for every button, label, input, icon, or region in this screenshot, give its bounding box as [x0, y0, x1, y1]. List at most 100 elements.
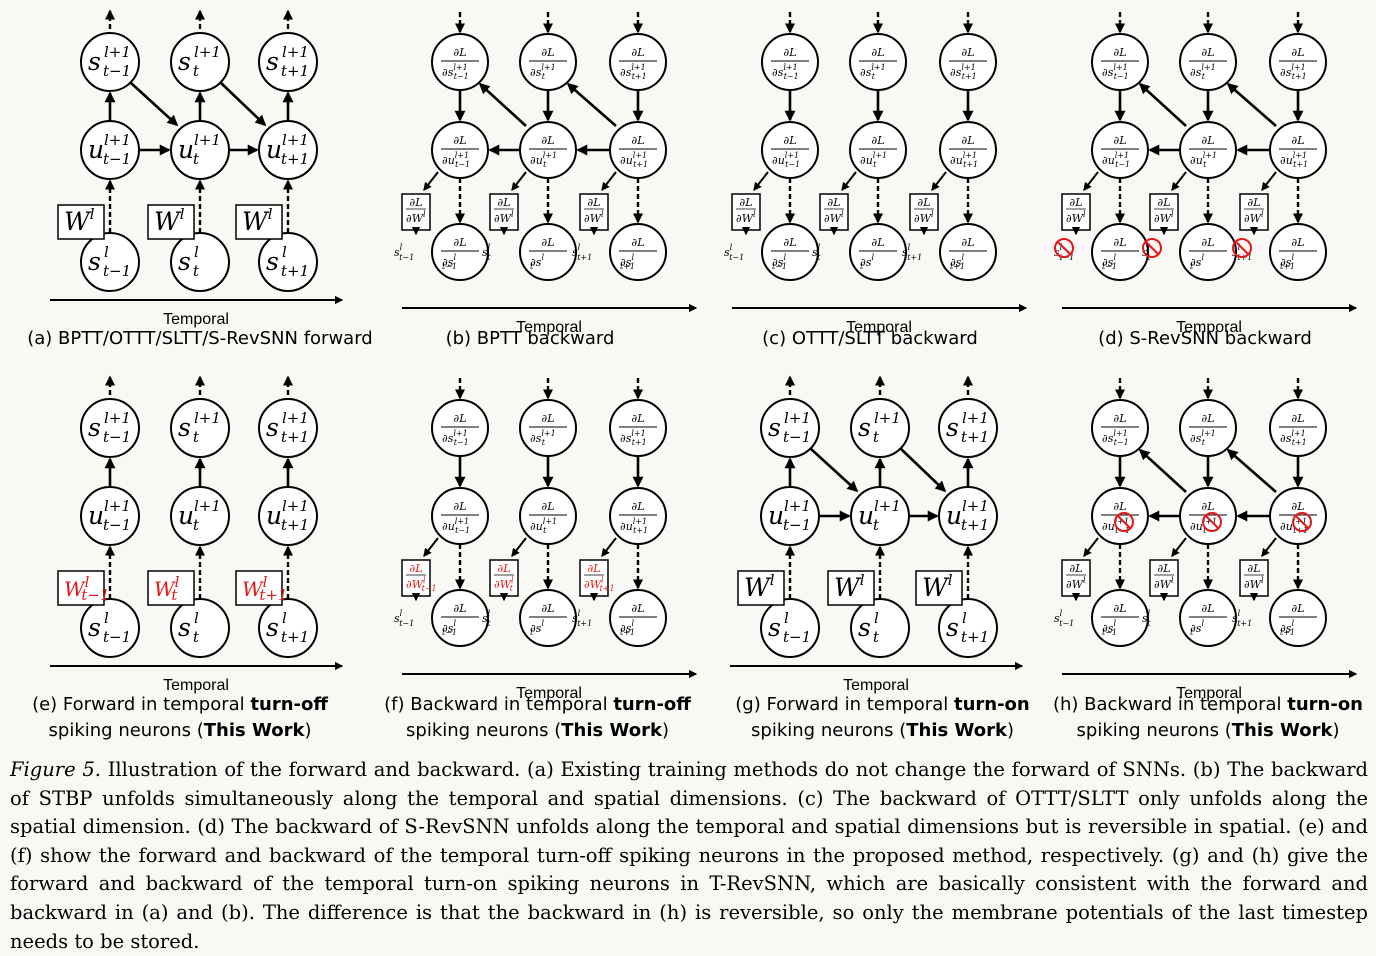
grad-w-box-1-den: ∂Wl — [1154, 210, 1174, 225]
grad-s-l1-0-den: ∂sl+1 t−1 — [772, 63, 799, 81]
grad-s-l-2 — [1269, 589, 1327, 647]
grad-s-l-2-num: ∂L — [1292, 602, 1305, 615]
grad-w-box-2 — [1239, 559, 1269, 597]
node-u-l1-1-label: ul+1 t — [178, 131, 221, 168]
grad-s-l1-0 — [761, 33, 819, 91]
node-u-l1-2-label: ul+1 t+1 — [266, 131, 309, 168]
grad-w-box-1 — [819, 193, 849, 231]
to-gradw-arrow — [1083, 171, 1099, 191]
grad-u-l1-1 — [519, 121, 577, 179]
node-u-l1-2-label: ul+1 t+1 — [266, 497, 309, 534]
grad-s-l-1 — [519, 223, 577, 281]
grad-s-l-1-num: ∂L — [542, 602, 555, 615]
grad-s-l1-2-num: ∂L — [632, 46, 645, 59]
grad-s-l-0-den: ∂sl t−1 — [442, 253, 457, 271]
no-store-u-0 — [1114, 512, 1134, 532]
no-store-input-0-slash — [1057, 241, 1071, 255]
w-box-2 — [915, 570, 963, 606]
grad-s-l1-2-den: ∂sl+1 t+1 — [620, 429, 647, 447]
diag-grad-arrow — [1226, 82, 1277, 127]
grad-w-box-2-den: ∂Wl — [1244, 210, 1264, 225]
figure-number: Figure 5. — [10, 758, 101, 781]
grad-s-l-2-num: ∂L — [962, 236, 975, 249]
node-s-l-0-label: s l t−1 — [88, 609, 131, 646]
grad-s-l-2 — [939, 223, 997, 281]
grad-w-box-0-num: ∂L — [410, 562, 423, 575]
grad-u-l1-2 — [1269, 487, 1327, 545]
diag-arrow — [220, 82, 267, 127]
grad-s-l1-0-num: ∂L — [1114, 412, 1127, 425]
diag-arrow — [810, 448, 859, 493]
no-store-input-0 — [1054, 238, 1074, 258]
node-s-l1-2-label: s l+1 t+1 — [266, 43, 309, 80]
grad-u-l1-0-num: ∂L — [454, 500, 467, 513]
no-store-input-2-slash — [1235, 241, 1249, 255]
grad-u-l1-0 — [431, 121, 489, 179]
no-store-u-1-slash — [1205, 515, 1219, 529]
to-gradw-arrow — [601, 171, 617, 191]
input-s-1: sl t — [482, 243, 491, 262]
grad-s-l1-1 — [1179, 399, 1237, 457]
w-box-0 — [57, 570, 105, 606]
input-s-1: sl t — [1142, 609, 1151, 628]
grad-u-l1-2-den: ∂ul+1 t+1 — [950, 151, 978, 169]
no-store-input-1 — [1142, 238, 1162, 258]
grad-s-l1-2-den: ∂sl+1 t+1 — [950, 63, 977, 81]
input-s-0: sl t−1 — [1054, 609, 1074, 628]
diag-grad-arrow — [1226, 448, 1277, 493]
grad-u-l1-2-num: ∂L — [962, 134, 975, 147]
grad-s-l-2-num: ∂L — [1292, 236, 1305, 249]
node-s-l-0-label: s l t−1 — [768, 609, 811, 646]
figure-diagram: s l+1 t−1 ul+1 t−1 s l t−1 Wl s l+1 t ul+1 t s l t Wl s l+1… — [50, 9, 1358, 702]
grad-w-box-2-den: ∂Wl — [584, 210, 604, 225]
node-u-l1-0-label: ul+1 t−1 — [88, 131, 131, 168]
input-s-1: sl t — [812, 243, 821, 262]
grad-u-l1-2-den: ∂ul+1 t+1 — [620, 151, 648, 169]
w-box-0 — [737, 570, 785, 606]
grad-w-box-2-num: ∂L — [588, 562, 601, 575]
grad-u-l1-1-den: ∂ul+1 t — [1190, 517, 1217, 535]
node-s-l1-1 — [170, 398, 230, 458]
grad-w-box-0-den: ∂Wl — [1066, 576, 1086, 591]
grad-s-l-2 — [609, 223, 667, 281]
grad-s-l-2-den: ∂sl t+1 — [950, 253, 965, 271]
grad-s-l1-1-num: ∂L — [1202, 412, 1215, 425]
input-s-2: sl t+1 — [902, 243, 922, 262]
node-s-l1-1 — [170, 32, 230, 92]
grad-s-l-1 — [1179, 589, 1237, 647]
diag-arrow — [900, 448, 947, 493]
w-box-2-label: Wl — [242, 205, 273, 236]
grad-s-l1-1-den: ∂sl+1 t — [860, 63, 886, 81]
grad-u-l1-1-num: ∂L — [542, 500, 555, 513]
grad-s-l-0 — [1091, 589, 1149, 647]
temporal-axis-label: Temporal — [1176, 319, 1242, 336]
grad-u-l1-0-num: ∂L — [784, 134, 797, 147]
grad-u-l1-1-den: ∂ul+1 t — [530, 517, 557, 535]
grad-s-l-2-num: ∂L — [632, 602, 645, 615]
node-s-l1-0-label: s l+1 t−1 — [88, 43, 131, 80]
diag-grad-arrow — [478, 82, 527, 127]
node-s-l1-0-label: s l+1 t−1 — [768, 409, 811, 446]
grad-u-l1-2-num: ∂L — [1292, 134, 1305, 147]
temporal-axis-label: Temporal — [516, 319, 582, 336]
w-box-2-label: Wl — [922, 571, 953, 602]
grad-s-l1-2-den: ∂sl+1 t+1 — [1280, 429, 1307, 447]
grad-w-box-0-den: ∂Wl — [1066, 210, 1086, 225]
w-box-1-label: Wl — [154, 205, 185, 236]
grad-s-l1-2-num: ∂L — [962, 46, 975, 59]
node-u-l1-1-label: ul+1 t — [178, 497, 221, 534]
input-s-0: sl t−1 — [394, 243, 414, 262]
grad-s-l1-0 — [431, 399, 489, 457]
grad-w-box-0-den: ∂Wl — [736, 210, 756, 225]
to-gradw-arrow — [1261, 171, 1277, 191]
input-s-0: sl t−1 — [394, 609, 414, 628]
grad-s-l1-1-num: ∂L — [542, 46, 555, 59]
grad-w-box-1 — [489, 559, 519, 597]
grad-u-l1-0-den: ∂ul+1 t−1 — [772, 151, 800, 169]
grad-w-box-0-den: ∂Wl t−1 — [406, 576, 437, 593]
grad-s-l1-1-num: ∂L — [1202, 46, 1215, 59]
grad-s-l-1 — [1179, 223, 1237, 281]
grad-w-box-2-num: ∂L — [1248, 562, 1261, 575]
grad-u-l1-2-num: ∂L — [1292, 500, 1305, 513]
